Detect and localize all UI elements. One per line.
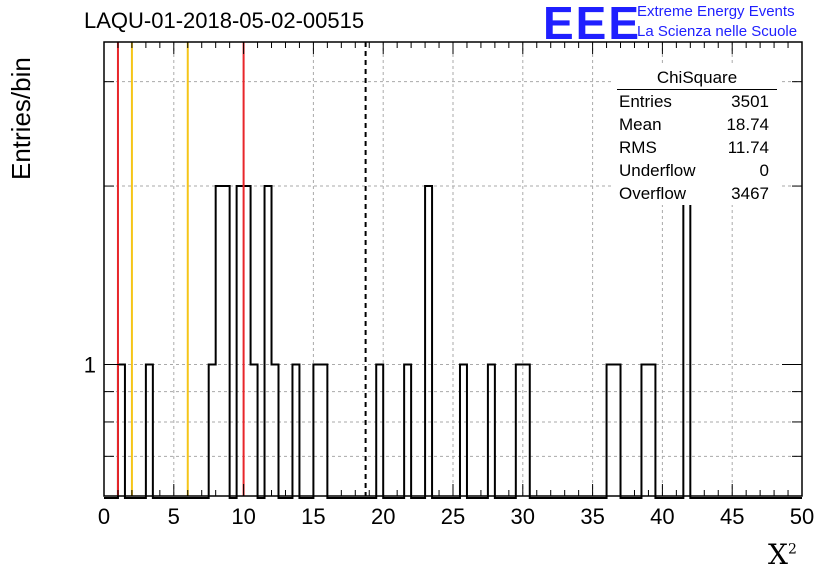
stats-title: ChiSquare [617, 66, 777, 90]
x-tick-label: 45 [720, 504, 744, 529]
stats-row-overflow: Overflow 3467 [611, 182, 781, 205]
stats-row-underflow: Underflow 0 [611, 159, 781, 182]
stats-value: 11.74 [727, 138, 769, 157]
chart-title: LAQU-01-2018-05-02-00515 [84, 8, 365, 33]
x-tick-label: 25 [441, 504, 465, 529]
y-axis-label: Entries/bin [6, 57, 36, 180]
eee-logo: EEE [543, 0, 642, 49]
histogram [104, 185, 802, 499]
stats-label: RMS [619, 138, 657, 157]
x-tick-label: 30 [511, 504, 535, 529]
stats-label: Overflow [619, 184, 687, 203]
x-tick-label: 40 [650, 504, 674, 529]
histogram-outline [104, 185, 802, 499]
stats-label: Entries [619, 92, 672, 111]
x-axis-label: X2 [768, 538, 797, 571]
axes: 0 5 10 15 20 25 30 35 40 45 50 1 [84, 41, 814, 529]
stats-row-mean: Mean 18.74 [611, 113, 781, 136]
stats-box: ChiSquare Entries 3501 Mean 18.74 RMS 11.74… [611, 66, 781, 205]
x-tick-label: 50 [790, 504, 814, 529]
stats-value: 3501 [731, 92, 769, 111]
stats-row-rms: RMS 11.74 [611, 136, 781, 159]
stats-row-entries: Entries 3501 [611, 90, 781, 113]
stats-label: Underflow [619, 161, 696, 180]
logo-line-1: Extreme Energy Events [637, 3, 795, 20]
stats-label: Mean [619, 115, 662, 134]
vertical-lines [116, 42, 367, 496]
x-tick-label: 20 [371, 504, 395, 529]
stats-value: 18.74 [726, 115, 769, 134]
x-axis-label-sup: 2 [787, 541, 797, 558]
logo-line-2: La Scienza nelle Scuole [637, 23, 798, 40]
x-tick-label: 5 [168, 504, 180, 529]
x-tick-label: 35 [580, 504, 604, 529]
x-axis-label-base: X [768, 538, 788, 571]
y-tick-label: 1 [84, 352, 96, 377]
x-tick-label: 0 [98, 504, 110, 529]
stats-value: 0 [759, 161, 769, 180]
x-tick-label: 15 [301, 504, 325, 529]
stats-value: 3467 [731, 184, 769, 203]
x-tick-label: 10 [231, 504, 255, 529]
